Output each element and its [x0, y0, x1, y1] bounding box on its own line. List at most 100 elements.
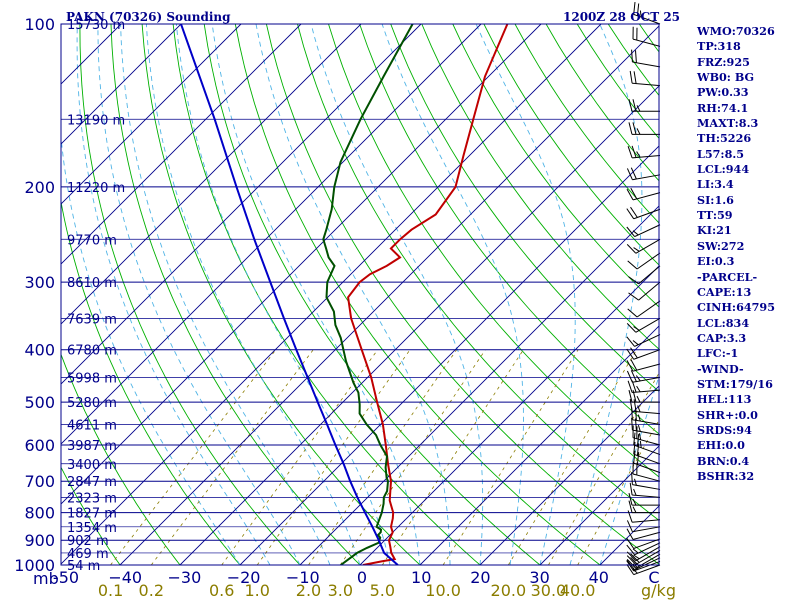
temperature-label: -50: [53, 568, 79, 587]
wind-barb-feather: [631, 49, 633, 63]
wind-barb-staff: [632, 437, 661, 446]
wind-barb-feather: [632, 506, 637, 513]
wind-barb-feather: [631, 472, 633, 485]
index-item: WMO:70326: [697, 24, 775, 38]
wind-barb-staff: [632, 38, 661, 47]
wind-barb-feather: [627, 146, 633, 159]
wind-barb-staff: [634, 224, 661, 238]
height-label: 1827 m: [67, 507, 117, 522]
index-item: EHI:0.0: [697, 438, 745, 453]
wind-barb-feather: [631, 145, 637, 158]
wind-barb-feather: [636, 151, 641, 158]
dry-adiabat: [297, 24, 659, 521]
wind-barb-feather: [639, 10, 642, 18]
wind-barb-feather: [636, 443, 640, 456]
wind-barb-staff: [633, 462, 661, 474]
mixing-ratio-label: 20.0: [491, 581, 527, 600]
pressure-label: 600: [24, 436, 55, 455]
wind-barb-feather: [633, 2, 636, 15]
wind-barb-feather: [626, 558, 637, 569]
mixing-ratio-line: [150, 349, 314, 565]
isotherm: [61, 24, 422, 385]
valid-time: 1200Z 28 OCT 25: [563, 10, 680, 24]
mixing-ratio-line: [308, 349, 457, 565]
wind-barb-feather: [638, 433, 642, 440]
temperature-label: −30: [168, 568, 202, 587]
pressure-label: 100: [24, 15, 55, 34]
wind-barb-feather: [633, 450, 636, 464]
index-item: FRZ:925: [697, 54, 750, 69]
index-item: TT:59: [697, 208, 733, 223]
wind-barb-feather: [633, 432, 636, 446]
wind-barb-staff: [632, 519, 661, 523]
mixing-ratio-label: 1.0: [244, 581, 269, 600]
dry-adiabat: [795, 24, 800, 565]
height-label: 4611 m: [67, 419, 117, 434]
height-label: 7639 m: [67, 312, 117, 327]
dry-adiabat: [265, 24, 659, 565]
index-item: CAP:3.3: [697, 330, 747, 345]
stability-indices-panel: WMO:70326 TP:318 FRZ:925 WB0: BG PW:0.33 RH:7…: [697, 24, 775, 484]
wind-barb-feather: [636, 452, 640, 465]
wind-barb-feather: [636, 3, 640, 16]
wind-barb-feather: [630, 370, 637, 382]
wind-barb-feather: [627, 510, 633, 523]
wind-barb-feather: [633, 71, 637, 84]
wind-barb-feather: [630, 187, 638, 200]
wind-barb-feather: [636, 385, 641, 393]
wind-barb-feather: [626, 370, 633, 383]
wind-barb-feather: [630, 553, 640, 563]
dry-adiabat: [141, 24, 421, 565]
wind-barb-feather: [628, 99, 633, 112]
wind-barb-feather: [626, 564, 635, 575]
isotherm: [0, 24, 1, 565]
index-item: -PARCEL-: [697, 269, 758, 284]
wind-barb-staff: [633, 453, 661, 465]
wind-barb-staff: [633, 444, 661, 456]
wind-barb-feather: [637, 414, 641, 422]
wind-barb-feather: [626, 348, 635, 360]
temperature-label: −10: [286, 568, 320, 587]
wind-barb-staff: [633, 208, 661, 220]
isotherm: [61, 24, 542, 505]
wind-barb-staff: [635, 317, 661, 333]
wind-barb-feather: [635, 50, 637, 63]
index-item: LFC:-1: [697, 346, 739, 361]
mixing-ratio-label: 0.6: [209, 581, 234, 600]
wind-barb-feather: [626, 520, 633, 532]
wind-barb-staff: [632, 61, 661, 68]
wind-barb-feather: [626, 538, 635, 549]
index-item: HEL:113: [697, 392, 752, 407]
index-item: SRDS:94: [697, 422, 752, 437]
pressure-label: 200: [24, 178, 55, 197]
chart-title: PAKN (70326) Sounding: [66, 10, 231, 24]
index-item: L57:8.5: [697, 146, 745, 161]
wind-barb-feather: [633, 441, 636, 455]
wind-barb-staff: [632, 494, 661, 498]
mixing-ratio-line: [442, 349, 579, 565]
height-label: 6780 m: [67, 344, 117, 359]
pressure-label: 900: [24, 531, 55, 550]
parcel-trace: [180, 24, 399, 565]
chart-labels: 0.1 0.2 0.6 1.0 2.0 3.0 5.0 10.0 20.0 30.040.0 g/k…: [14, 15, 676, 600]
pressure-label: 400: [24, 341, 55, 360]
wind-barb-feather: [629, 482, 633, 496]
temperature-trace: [347, 24, 509, 565]
wind-barb-staff: [634, 542, 661, 556]
mixing-ratio-line: [221, 349, 379, 565]
height-label: 11220 m: [67, 181, 125, 196]
wind-barb-staff: [632, 174, 661, 181]
wind-barb-feather: [637, 405, 641, 413]
wind-barb-staff: [633, 564, 661, 576]
wind-barb-staff: [632, 363, 661, 372]
wind-barb-feather: [626, 168, 633, 180]
pressure-label: 1000: [14, 556, 55, 575]
wind-barb-feather: [626, 555, 637, 565]
mixing-ratio-label: 3.0: [328, 581, 353, 600]
mixing-ratio-line: [381, 349, 524, 565]
temperature-label: −20: [227, 568, 261, 587]
index-item: LCL:834: [697, 315, 750, 330]
height-label: 3400 m: [67, 458, 117, 473]
wind-barb-staff: [634, 334, 661, 347]
wind-barb-feather: [632, 122, 637, 135]
